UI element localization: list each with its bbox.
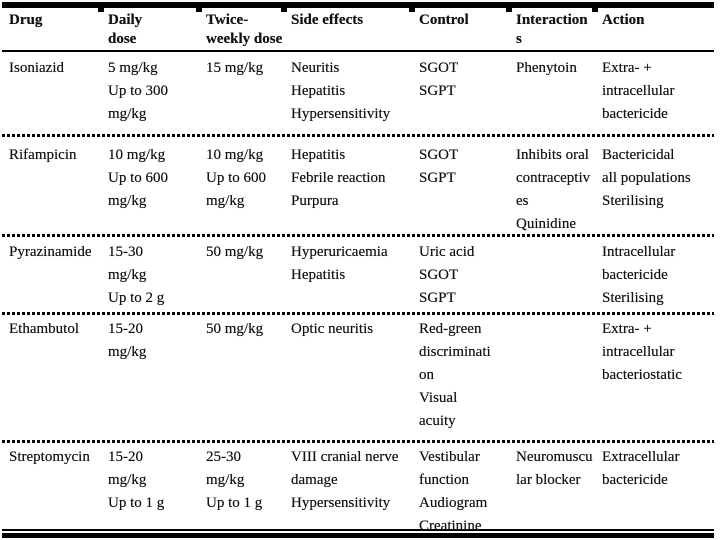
table-header-row: Drug Daily dose Twice- weekly dose Side … [2, 8, 714, 50]
column-tick [196, 8, 202, 12]
cell-action: Extra- + intracellular bacteriostatic [602, 321, 682, 383]
col-header-side-effects: Side effects [291, 12, 364, 28]
cell-side-effects: VIII cranial nerve damage Hypersensitivi… [291, 449, 399, 511]
row-separator-dotted [2, 133, 714, 137]
cell-drug: Isoniazid [9, 60, 64, 76]
table-bottom-border [2, 533, 714, 538]
cell-interactions: Neuromuscu lar blocker [516, 449, 593, 488]
bottom-rule-gap [2, 531, 714, 533]
table-bottom-rule [2, 529, 714, 531]
cell-drug: Pyrazinamide [9, 244, 92, 260]
column-tick [592, 8, 598, 12]
col-header-twice-weekly-dose: Twice- weekly dose [206, 12, 283, 47]
table-row-streptomycin: Streptomycin 15-20 mg/kg Up to 1 g 25-30… [2, 443, 714, 534]
cell-control: SGOT SGPT [419, 60, 459, 99]
cell-twice-weekly-dose: 15 mg/kg [206, 60, 264, 76]
table-row-pyrazinamide: Pyrazinamide 15-30 mg/kg Up to 2 g 50 mg… [2, 237, 714, 311]
col-header-control: Control [419, 12, 469, 28]
cell-control: Red-green discriminati on Visual acuity [419, 321, 491, 429]
cell-side-effects: Neuritis Hepatitis Hypersensitivity [291, 60, 391, 122]
table-top-border [2, 2, 714, 12]
cell-drug: Rifampicin [9, 147, 77, 163]
column-tick [98, 8, 104, 12]
table-row-rifampicin: Rifampicin 10 mg/kg Up to 600 mg/kg 10 m… [2, 137, 714, 233]
cell-daily-dose: 15-30 mg/kg Up to 2 g [108, 244, 165, 306]
cell-action: Bactericidal all populations Sterilising [602, 147, 691, 209]
cell-side-effects: Hepatitis Febrile reaction Purpura [291, 147, 386, 209]
cell-action: Extra- + intracellular bactericide [602, 60, 675, 122]
cell-twice-weekly-dose: 50 mg/kg [206, 321, 264, 337]
row-separator-dotted [2, 311, 714, 315]
column-tick [409, 8, 415, 12]
cell-twice-weekly-dose: 50 mg/kg [206, 244, 264, 260]
cell-daily-dose: 5 mg/kg Up to 300 mg/kg [108, 60, 168, 122]
cell-action: Intracellular bactericide Sterilising [602, 244, 676, 306]
cell-interactions: Inhibits oral contraceptiv es Quinidine [516, 147, 591, 232]
col-header-daily-dose: Daily dose [108, 12, 143, 47]
cell-twice-weekly-dose: 25-30 mg/kg Up to 1 g [206, 449, 263, 511]
cell-action: Extracellular bactericide [602, 449, 680, 488]
cell-drug: Streptomycin [9, 449, 90, 465]
cell-daily-dose: 10 mg/kg Up to 600 mg/kg [108, 147, 168, 209]
header-separator-rule [2, 50, 714, 52]
col-header-drug: Drug [9, 12, 43, 28]
cell-control: Uric acid SGOT SGPT [419, 244, 475, 306]
row-separator-dotted [2, 439, 714, 443]
cell-interactions: Phenytoin [516, 60, 577, 76]
cell-side-effects: Hyperuricaemia Hepatitis [291, 244, 388, 283]
cell-control: SGOT SGPT [419, 147, 459, 186]
column-tick [281, 8, 287, 12]
cell-daily-dose: 15-20 mg/kg Up to 1 g [108, 449, 165, 511]
col-header-interactions: Interaction s [516, 12, 588, 47]
col-header-action: Action [602, 12, 645, 28]
table-row-isoniazid: Isoniazid 5 mg/kg Up to 300 mg/kg 15 mg/… [2, 52, 714, 133]
column-tick [506, 8, 512, 12]
row-separator-dotted [2, 233, 714, 237]
cell-control: Vestibular function Audiogram Creatinine [419, 449, 488, 534]
cell-side-effects: Optic neuritis [291, 321, 374, 337]
cell-daily-dose: 15-20 mg/kg [108, 321, 147, 360]
cell-drug: Ethambutol [9, 321, 79, 337]
cell-twice-weekly-dose: 10 mg/kg Up to 600 mg/kg [206, 147, 266, 209]
table-row-ethambutol: Ethambutol 15-20 mg/kg 50 mg/kg Optic ne… [2, 315, 714, 439]
